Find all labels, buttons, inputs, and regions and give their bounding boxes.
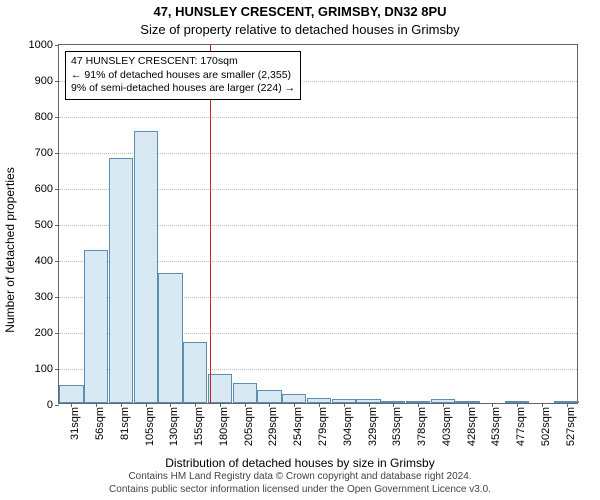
ytick-label: 600 <box>35 183 53 195</box>
xtick-label: 477sqm <box>515 407 527 446</box>
xtick-label: 527sqm <box>565 407 577 446</box>
xtick-label: 329sqm <box>367 407 379 446</box>
xtick-label: 304sqm <box>342 407 354 446</box>
page-title-line1: 47, HUNSLEY CRESCENT, GRIMSBY, DN32 8PU <box>0 4 600 19</box>
footer-attribution: Contains HM Land Registry data © Crown c… <box>0 470 600 496</box>
chart-container: 47, HUNSLEY CRESCENT, GRIMSBY, DN32 8PU … <box>0 0 600 500</box>
xtick-label: 56sqm <box>94 407 106 440</box>
ytick-label: 100 <box>35 363 53 375</box>
xtick-label: 353sqm <box>391 407 403 446</box>
xtick-label: 279sqm <box>317 407 329 446</box>
ytick-label: 0 <box>47 399 53 411</box>
ytick-mark <box>55 333 59 334</box>
annotation-box: 47 HUNSLEY CRESCENT: 170sqm← 91% of deta… <box>65 51 301 100</box>
ytick-label: 200 <box>35 327 53 339</box>
annotation-line: 47 HUNSLEY CRESCENT: 170sqm <box>71 55 295 69</box>
annotation-line: 9% of semi-detached houses are larger (2… <box>71 82 295 96</box>
ytick-label: 300 <box>35 291 53 303</box>
ytick-mark <box>55 261 59 262</box>
histogram-bar <box>59 385 83 403</box>
histogram-bar <box>183 342 207 403</box>
histogram-bar <box>158 273 182 403</box>
ytick-mark <box>55 189 59 190</box>
histogram-bar <box>134 131 158 403</box>
ytick-label: 400 <box>35 255 53 267</box>
xtick-label: 428sqm <box>466 407 478 446</box>
histogram-bar <box>208 374 232 403</box>
ytick-mark <box>55 81 59 82</box>
ytick-label: 900 <box>35 75 53 87</box>
histogram-bar <box>257 390 281 403</box>
xtick-label: 502sqm <box>540 407 552 446</box>
plot-area: 47 HUNSLEY CRESCENT: 170sqm← 91% of deta… <box>58 44 578 404</box>
xtick-label: 81sqm <box>119 407 131 440</box>
ytick-label: 700 <box>35 147 53 159</box>
ytick-label: 800 <box>35 111 53 123</box>
gridline-h <box>59 117 577 118</box>
xtick-label: 155sqm <box>193 407 205 446</box>
xtick-label: 180sqm <box>218 407 230 446</box>
ytick-mark <box>55 369 59 370</box>
xtick-label: 205sqm <box>243 407 255 446</box>
histogram-bar <box>282 394 306 403</box>
y-axis-label: Number of detached properties <box>3 167 17 332</box>
ytick-label: 500 <box>35 219 53 231</box>
ytick-label: 1000 <box>29 39 53 51</box>
x-axis-label: Distribution of detached houses by size … <box>0 456 600 470</box>
annotation-line: ← 91% of detached houses are smaller (2,… <box>71 69 295 83</box>
xtick-label: 453sqm <box>490 407 502 446</box>
xtick-label: 31sqm <box>69 407 81 440</box>
ytick-mark <box>55 297 59 298</box>
ytick-mark <box>55 117 59 118</box>
xtick-label: 105sqm <box>144 407 156 446</box>
xtick-label: 229sqm <box>267 407 279 446</box>
ytick-mark <box>55 153 59 154</box>
footer-line2: Contains public sector information licen… <box>0 483 600 496</box>
histogram-bar <box>109 158 133 403</box>
histogram-bar <box>233 383 257 403</box>
xtick-label: 403sqm <box>441 407 453 446</box>
footer-line1: Contains HM Land Registry data © Crown c… <box>0 470 600 483</box>
histogram-bar <box>84 250 108 403</box>
xtick-label: 130sqm <box>168 407 180 446</box>
page-title-line2: Size of property relative to detached ho… <box>0 22 600 37</box>
ytick-mark <box>55 225 59 226</box>
xtick-label: 254sqm <box>292 407 304 446</box>
xtick-label: 378sqm <box>416 407 428 446</box>
ytick-mark <box>55 45 59 46</box>
ytick-mark <box>55 405 59 406</box>
